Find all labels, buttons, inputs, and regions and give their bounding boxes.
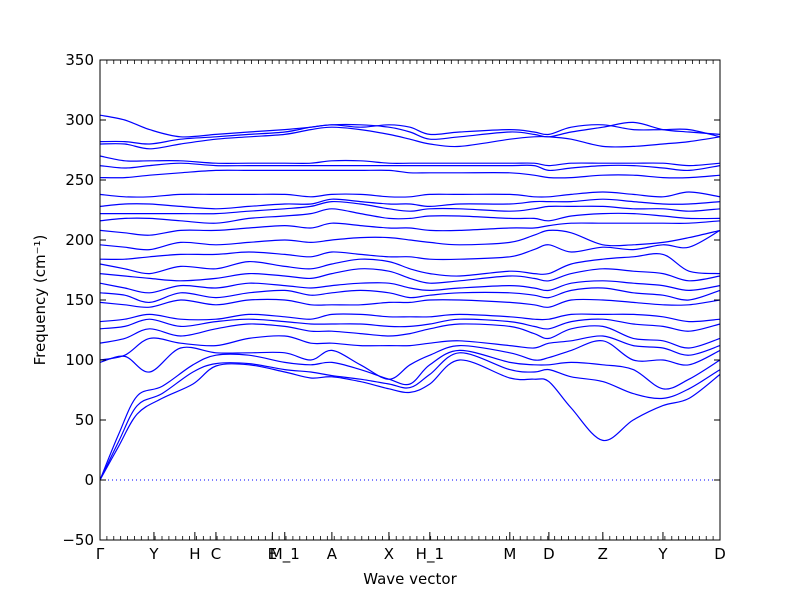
band-line-18	[100, 200, 721, 215]
y-tick-label: 150	[65, 291, 94, 309]
band-line-19	[99, 198, 721, 210]
x-tick-label: C	[211, 545, 221, 563]
band-line-15	[99, 229, 721, 251]
plot-background	[100, 60, 720, 540]
y-tick-label: 200	[65, 231, 94, 249]
x-axis-ticks: Γ Y H C EM_1 A X H_1 M D Z Y D	[96, 60, 726, 564]
x-tick-label: D	[714, 545, 726, 563]
x-tick-label: Y	[148, 545, 159, 563]
band-line-13	[99, 253, 721, 277]
band-line-26	[99, 114, 721, 138]
x-tick-label: A	[327, 545, 338, 563]
band-line-22	[99, 162, 721, 172]
y-tick-label: 250	[65, 171, 94, 189]
x-tick-label: M_1	[270, 545, 300, 564]
x-axis-label: Wave vector	[363, 570, 457, 588]
band-line-14	[99, 229, 721, 261]
x-tick-label: D	[543, 545, 555, 563]
x-tick-label: H_1	[416, 545, 444, 564]
band-line-23	[99, 155, 721, 167]
x-tick-label: Γ	[96, 545, 105, 563]
band-line-17	[99, 208, 721, 224]
band-line-24	[99, 126, 721, 150]
band-line-11	[99, 280, 721, 294]
x-tick-label: Y	[657, 545, 668, 563]
band-line-10	[99, 287, 721, 304]
band-line-5	[99, 335, 721, 361]
band-line-2	[99, 352, 721, 481]
band-line-8	[99, 313, 721, 323]
y-axis-label: Frequency (cm⁻¹)	[31, 235, 49, 366]
plot-frame	[99, 59, 721, 541]
x-tick-label: E	[268, 545, 277, 563]
band-line-12	[99, 268, 721, 284]
y-tick-label: 0	[84, 471, 94, 489]
band-line-4	[99, 340, 721, 380]
y-tick-label: 100	[65, 351, 94, 369]
band-lines	[99, 114, 721, 481]
band-line-3	[99, 349, 721, 481]
y-tick-label: −50	[62, 531, 94, 549]
x-tick-label: X	[384, 545, 394, 563]
band-line-1	[99, 359, 721, 481]
x-tick-label: H	[189, 545, 200, 563]
band-line-6	[99, 323, 721, 349]
y-tick-label: 50	[75, 411, 94, 429]
band-line-7	[99, 318, 721, 332]
y-tick-label: 300	[65, 111, 94, 129]
band-line-16	[99, 220, 721, 236]
band-line-9	[99, 298, 721, 308]
y-tick-label: 350	[65, 51, 94, 69]
x-tick-label: Z	[598, 545, 608, 563]
band-line-21	[99, 169, 721, 179]
band-line-20	[99, 191, 721, 198]
y-axis-ticks: −50 0 50 100 150 200 250 300 350	[62, 51, 720, 549]
x-tick-label: M	[503, 545, 516, 563]
